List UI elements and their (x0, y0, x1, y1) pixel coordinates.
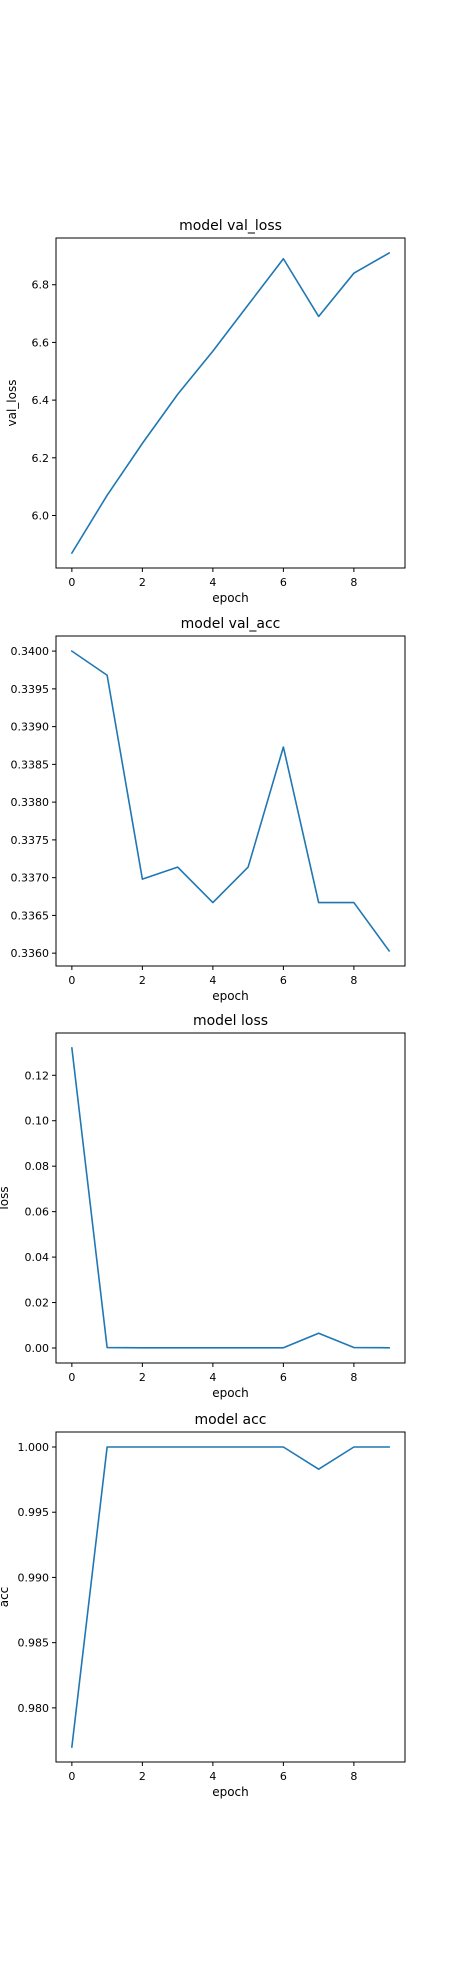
y-tick-label: 0.00 (25, 1342, 50, 1355)
y-tick-label: 6.4 (32, 394, 50, 407)
y-tick-label: 0.980 (18, 1702, 50, 1715)
x-axis-label: epoch (212, 1386, 249, 1400)
y-tick-label: 0.12 (25, 1069, 50, 1082)
chart-title: model loss (193, 1013, 268, 1029)
x-tick-label: 6 (280, 576, 287, 589)
y-tick-label: 0.3385 (11, 758, 50, 771)
chart-title: model acc (194, 1412, 266, 1428)
y-axis-label: acc (0, 1587, 11, 1608)
y-tick-label: 6.6 (32, 336, 50, 349)
axes-frame (55, 1032, 406, 1364)
y-tick-label: 0.990 (18, 1571, 50, 1584)
y-tick-label: 0.3390 (11, 721, 50, 734)
y-axis-label: val_loss (5, 380, 19, 427)
chart-title: model val_acc (181, 616, 281, 632)
x-tick-label: 4 (209, 576, 216, 589)
x-tick-label: 8 (350, 1371, 357, 1384)
x-axis-label: epoch (212, 591, 249, 605)
series-line (70, 251, 391, 555)
y-tick-label: 0.995 (18, 1506, 50, 1519)
axes-frame (55, 237, 406, 569)
x-tick-label: 0 (68, 576, 75, 589)
y-tick-label: 0.3400 (11, 645, 50, 658)
y-tick-label: 0.3360 (11, 947, 50, 960)
chart-title: model val_loss (179, 218, 282, 234)
chart-panel-0: model val_loss 0 2 4 6 8 6.0 6.2 6.4 6.6 6.8 epoch v… (5, 218, 406, 605)
series-line (70, 649, 391, 953)
x-tick-label: 6 (280, 1770, 287, 1783)
chart-panel-3: model acc 0 2 4 6 8 0.980 0.985 0.990 0.995 1.000 e… (0, 1412, 406, 1799)
y-axis-label: loss (0, 1186, 11, 1209)
x-tick-label: 4 (209, 1371, 216, 1384)
y-tick-label: 6.8 (32, 279, 50, 292)
y-tick-label: 1.000 (18, 1441, 50, 1454)
x-tick-label: 4 (209, 1770, 216, 1783)
x-tick-label: 2 (139, 576, 146, 589)
y-tick-label: 0.3375 (11, 834, 50, 847)
x-tick-label: 2 (139, 1770, 146, 1783)
y-tick-label: 6.0 (32, 510, 50, 523)
x-tick-label: 8 (350, 1770, 357, 1783)
y-tick-label: 0.3370 (11, 872, 50, 885)
x-tick-label: 0 (68, 1770, 75, 1783)
x-axis-label: epoch (212, 989, 249, 1003)
y-tick-label: 0.02 (25, 1297, 50, 1310)
x-tick-label: 8 (350, 576, 357, 589)
series-line (70, 1047, 390, 1349)
y-tick-label: 0.08 (25, 1160, 50, 1173)
series-line (70, 1446, 390, 1748)
y-tick-label: 0.3395 (11, 683, 50, 696)
x-tick-label: 8 (350, 974, 357, 987)
x-tick-label: 6 (280, 974, 287, 987)
x-tick-label: 2 (139, 1371, 146, 1384)
y-tick-label: 0.985 (18, 1637, 50, 1650)
chart-panel-1: model val_acc 0 2 4 6 8 0.3360 0.3365 0.3370 0.33… (11, 616, 406, 1003)
chart-panel-2: model loss 0 2 4 6 8 0.00 0.02 0.04 0.06 0.08 0.10 0… (0, 1013, 406, 1400)
x-tick-label: 0 (68, 1371, 75, 1384)
y-tick-label: 6.2 (32, 452, 50, 465)
axes-frame (55, 635, 406, 967)
x-tick-label: 6 (280, 1371, 287, 1384)
y-tick-label: 0.10 (25, 1115, 50, 1128)
x-tick-label: 4 (209, 974, 216, 987)
axes-frame (55, 1431, 406, 1763)
x-tick-label: 2 (139, 974, 146, 987)
y-tick-label: 0.06 (25, 1206, 50, 1219)
y-tick-label: 0.3365 (11, 909, 50, 922)
y-tick-label: 0.3380 (11, 796, 50, 809)
x-axis-label: epoch (212, 1785, 249, 1799)
y-tick-label: 0.04 (25, 1251, 50, 1264)
x-tick-label: 0 (68, 974, 75, 987)
